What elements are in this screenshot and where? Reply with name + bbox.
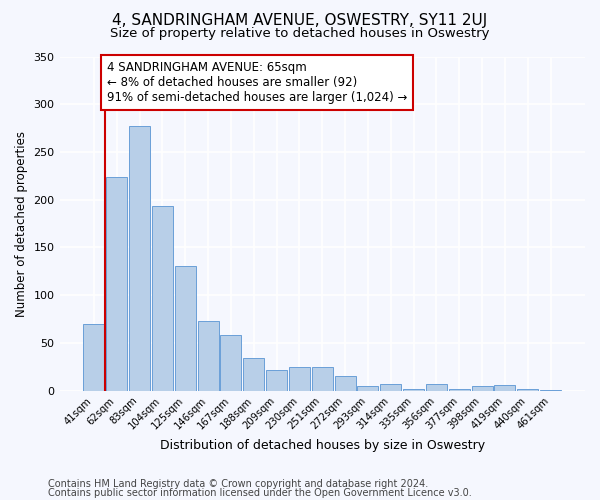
Bar <box>358 386 379 390</box>
Bar <box>83 324 104 390</box>
Bar <box>220 336 241 390</box>
Bar <box>472 386 493 390</box>
Y-axis label: Number of detached properties: Number of detached properties <box>15 130 28 316</box>
Bar <box>197 321 218 390</box>
Bar <box>335 376 356 390</box>
Bar <box>266 370 287 390</box>
Text: Contains public sector information licensed under the Open Government Licence v3: Contains public sector information licen… <box>48 488 472 498</box>
Bar <box>106 177 127 390</box>
Bar <box>494 385 515 390</box>
Bar <box>175 266 196 390</box>
Bar <box>380 384 401 390</box>
Bar <box>449 389 470 390</box>
Text: Size of property relative to detached houses in Oswestry: Size of property relative to detached ho… <box>110 28 490 40</box>
Text: 4 SANDRINGHAM AVENUE: 65sqm
← 8% of detached houses are smaller (92)
91% of semi: 4 SANDRINGHAM AVENUE: 65sqm ← 8% of deta… <box>107 62 407 104</box>
Bar <box>129 126 150 390</box>
Text: 4, SANDRINGHAM AVENUE, OSWESTRY, SY11 2UJ: 4, SANDRINGHAM AVENUE, OSWESTRY, SY11 2U… <box>112 12 488 28</box>
Text: Contains HM Land Registry data © Crown copyright and database right 2024.: Contains HM Land Registry data © Crown c… <box>48 479 428 489</box>
X-axis label: Distribution of detached houses by size in Oswestry: Distribution of detached houses by size … <box>160 440 485 452</box>
Bar <box>517 389 538 390</box>
Bar <box>243 358 264 390</box>
Bar <box>312 367 333 390</box>
Bar <box>152 206 173 390</box>
Bar <box>289 367 310 390</box>
Bar <box>426 384 447 390</box>
Bar <box>403 389 424 390</box>
